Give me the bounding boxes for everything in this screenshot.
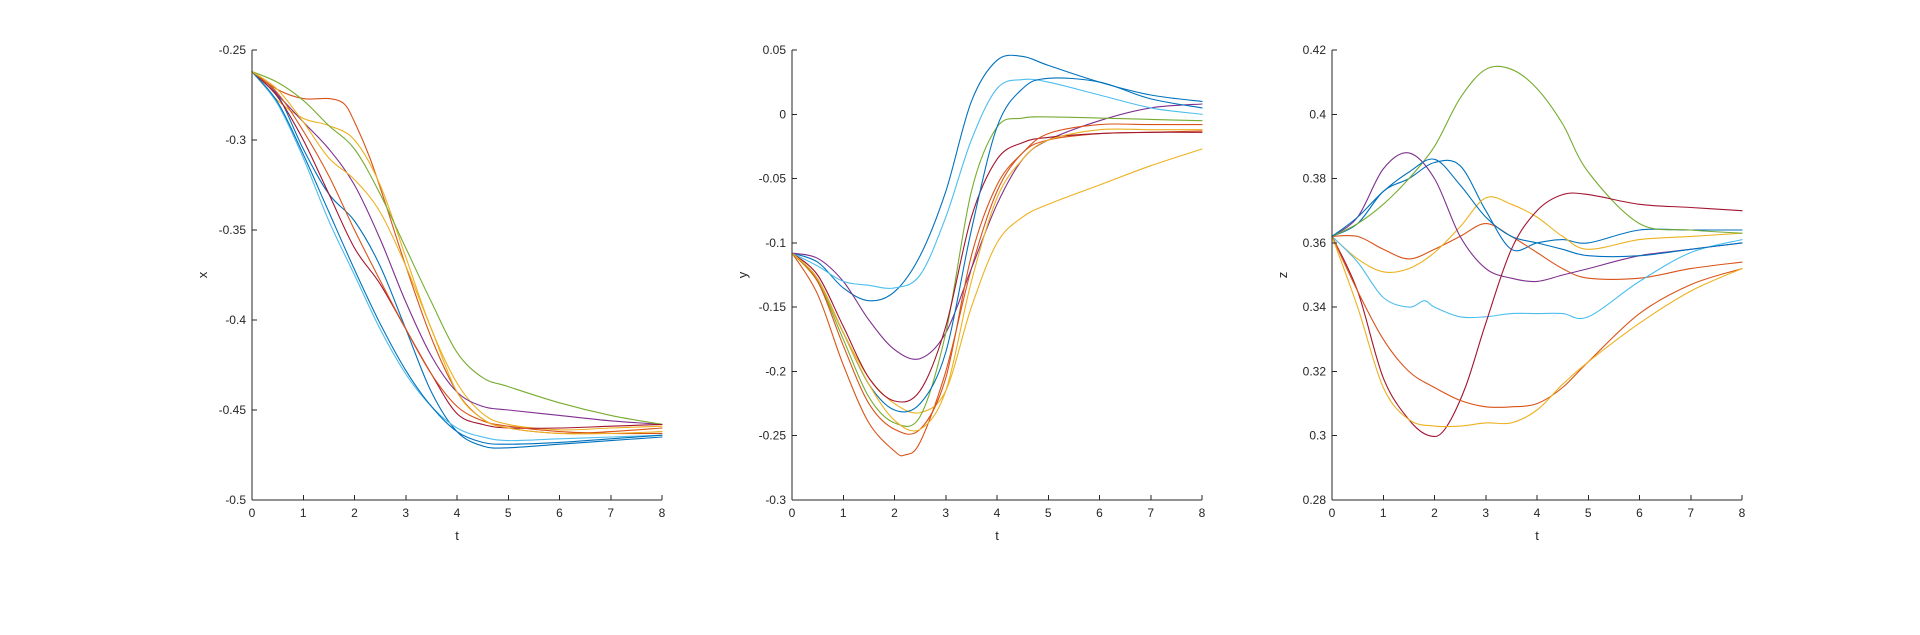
y-axis-label: z (1275, 272, 1290, 279)
series-line-4 (1331, 152, 1743, 283)
y-tick-label: -0.25 (219, 43, 247, 57)
series-line-4 (791, 103, 1203, 360)
x-tick-label: 5 (1045, 506, 1052, 520)
series-line-10 (791, 128, 1203, 432)
series-line-1 (791, 54, 1203, 302)
series-line-2 (791, 130, 1203, 457)
series-line-6 (251, 71, 663, 442)
series-line-8 (251, 71, 663, 445)
x-tick-label: 2 (351, 506, 358, 520)
y-tick-label: 0.36 (1303, 236, 1327, 250)
y-tick-label: 0.38 (1303, 172, 1327, 186)
series-line-9 (1331, 235, 1743, 408)
x-tick-label: 3 (402, 506, 409, 520)
x-tick-label: 4 (1534, 506, 1541, 520)
x-tick-label: 7 (1687, 506, 1694, 520)
x-tick-label: 8 (1739, 506, 1746, 520)
x-tick-label: 2 (891, 506, 898, 520)
x-tick-label: 7 (1147, 506, 1154, 520)
x-tick-label: 7 (607, 506, 614, 520)
x-tick-label: 4 (454, 506, 461, 520)
series-line-5 (1331, 65, 1743, 237)
x-tick-label: 1 (300, 506, 307, 520)
chart-panel-1: 0 1 2 3 4 5 6 7 8 -0.5 -0.45 -0.4 -0.35 -0.3 -0.25 t x (195, 43, 666, 543)
y-tick-label: -0.25 (759, 429, 787, 443)
series-line-7 (1331, 192, 1743, 438)
y-tick-label: -0.45 (219, 403, 247, 417)
y-tick-label: 0.05 (763, 43, 787, 57)
series-line-3 (251, 71, 663, 431)
x-tick-label: 3 (1482, 506, 1489, 520)
y-tick-label: 0.32 (1303, 364, 1327, 378)
x-tick-label: 0 (1329, 506, 1336, 520)
x-tick-label: 0 (249, 506, 256, 520)
x-axis-label: t (1535, 528, 1539, 543)
series-line-9 (791, 123, 1203, 435)
x-tick-label: 1 (1380, 506, 1387, 520)
series-line-10 (1331, 235, 1743, 428)
x-axis-label: t (995, 528, 999, 543)
series-line-5 (251, 71, 663, 425)
x-tick-label: 5 (505, 506, 512, 520)
series-line-9 (251, 71, 663, 435)
y-axis-label: x (195, 271, 210, 278)
y-tick-label: 0.4 (1309, 107, 1326, 121)
x-tick-label: 8 (659, 506, 666, 520)
series-line-6 (791, 78, 1203, 289)
y-tick-label: -0.4 (225, 313, 246, 327)
chart-panel-2: 0 1 2 3 4 5 6 7 8 -0.3 -0.25 -0.2 -0.15 -0.1 -0.05 0 0.0… (735, 43, 1206, 543)
y-tick-label: -0.15 (759, 300, 787, 314)
x-tick-label: 0 (789, 506, 796, 520)
y-tick-label: 0.3 (1309, 429, 1326, 443)
x-tick-label: 2 (1431, 506, 1438, 520)
y-tick-label: -0.2 (765, 364, 786, 378)
series-line-8 (1331, 158, 1743, 258)
y-tick-label: -0.3 (225, 133, 246, 147)
series-line-1 (251, 71, 663, 449)
y-tick-label: 0.28 (1303, 493, 1327, 507)
x-tick-label: 1 (840, 506, 847, 520)
series-line-7 (791, 131, 1203, 403)
series-line-6 (1331, 235, 1743, 320)
y-tick-label: -0.3 (765, 493, 786, 507)
series-line-10 (251, 71, 663, 435)
y-tick-label: -0.5 (225, 493, 246, 507)
chart-panel-3: 0 1 2 3 4 5 6 7 8 0.28 0.3 0.32 0.34 0.36 0.38 0.4 0.42 t… (1275, 43, 1746, 543)
x-tick-label: 8 (1199, 506, 1206, 520)
y-tick-label: 0 (779, 107, 786, 121)
y-tick-label: -0.1 (765, 236, 786, 250)
x-tick-label: 6 (1096, 506, 1103, 520)
y-tick-label: 0.42 (1303, 43, 1327, 57)
y-axis-label: y (735, 271, 750, 278)
x-axis-label: t (455, 528, 459, 543)
x-tick-label: 4 (994, 506, 1001, 520)
x-tick-label: 3 (942, 506, 949, 520)
series-line-3 (1331, 196, 1743, 273)
x-tick-label: 6 (556, 506, 563, 520)
y-tick-label: 0.34 (1303, 300, 1327, 314)
y-tick-label: -0.05 (759, 172, 787, 186)
x-tick-label: 5 (1585, 506, 1592, 520)
y-tick-label: -0.35 (219, 223, 247, 237)
x-tick-label: 6 (1636, 506, 1643, 520)
series-line-5 (791, 116, 1203, 428)
